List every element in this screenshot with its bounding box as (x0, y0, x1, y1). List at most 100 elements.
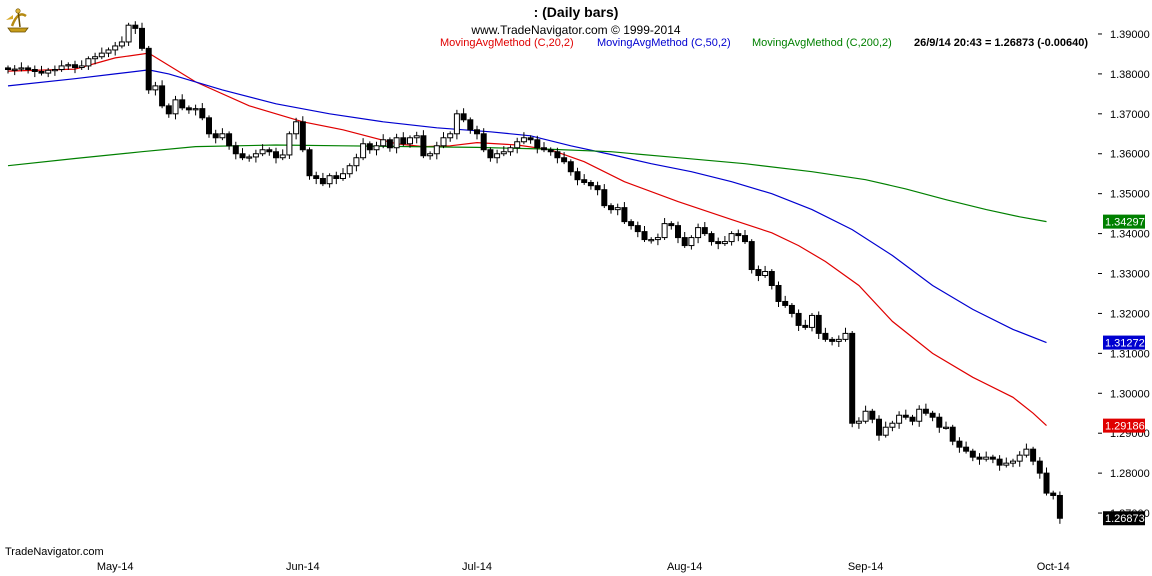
candle (45, 67, 52, 78)
candle (145, 45, 152, 94)
candle (983, 451, 990, 462)
candle (795, 309, 802, 332)
candle (989, 454, 996, 464)
candle (896, 411, 903, 429)
ma-value-flag-1: 1.31272 (1103, 335, 1145, 350)
candle (92, 52, 99, 65)
y-tick-label: 1.39000 (1110, 29, 1150, 41)
y-tick-label: 1.38000 (1110, 69, 1150, 81)
y-tick-label: 1.32000 (1110, 308, 1150, 320)
candle (112, 41, 119, 56)
candle (554, 147, 561, 164)
candle (286, 131, 293, 159)
candle (721, 235, 728, 246)
candle (688, 235, 695, 250)
candle (1010, 458, 1016, 468)
candle (386, 137, 393, 152)
legend-ma50: MovingAvgMethod (C,50,2) (597, 37, 731, 49)
candle (675, 221, 681, 244)
candle (313, 171, 320, 185)
candle (373, 141, 380, 156)
candle (1016, 451, 1023, 467)
svg-text:1.29186: 1.29186 (1105, 421, 1145, 433)
candle (467, 117, 474, 134)
ma-line-2 (7, 144, 1047, 223)
candle (239, 148, 246, 161)
candle (567, 159, 574, 176)
candle (460, 108, 467, 123)
candle (815, 311, 822, 339)
candle (922, 403, 929, 416)
legend-ma200: MovingAvgMethod (C,200,2) (752, 37, 892, 49)
candle (547, 147, 554, 156)
ma-line-0 (7, 52, 1047, 427)
candle (427, 151, 434, 160)
x-tick-label: May-14 (97, 561, 134, 573)
ma-value-flag-0: 1.29186 (1103, 418, 1145, 433)
candle (862, 405, 869, 424)
candle (494, 149, 501, 164)
candle (541, 142, 547, 153)
candle (527, 135, 534, 144)
candle (976, 453, 983, 465)
y-tick-label: 1.34000 (1110, 229, 1150, 241)
candle (480, 128, 487, 153)
candle (507, 145, 514, 156)
candle (574, 167, 581, 186)
candle (31, 65, 38, 78)
x-tick-label: Jul-14 (462, 561, 492, 573)
ma-line-1 (7, 69, 1047, 344)
plot-area (5, 21, 1063, 524)
candle (125, 22, 132, 46)
legend-ma20: MovingAvgMethod (C,20,2) (440, 37, 574, 49)
candle (708, 231, 715, 246)
candle (232, 141, 239, 160)
candle (520, 132, 527, 145)
svg-text:1.31272: 1.31272 (1105, 338, 1145, 350)
candle (561, 152, 568, 165)
candle (72, 60, 78, 74)
candle (634, 221, 641, 238)
candle (882, 421, 889, 438)
candle (98, 47, 105, 60)
candle (266, 147, 273, 156)
candle (226, 131, 233, 150)
candle (159, 80, 166, 109)
y-axis: 1.39000 1.38000 1.37000 1.36000 1.35000 1.340… (1098, 29, 1150, 526)
copyright-text: www.TradeNavigator.com © 1999-2014 (470, 23, 680, 37)
candle (293, 117, 300, 140)
candle (755, 265, 762, 282)
candle (407, 135, 413, 148)
brand-footer: TradeNavigator.com (5, 546, 104, 558)
x-tick-label: Sep-14 (848, 561, 883, 573)
candle (829, 336, 836, 346)
candle (420, 130, 427, 159)
candle (433, 141, 440, 160)
candle (902, 409, 909, 420)
candle (78, 60, 85, 70)
chart-title: : (Daily bars) (534, 4, 619, 20)
candle (949, 424, 956, 446)
candle (306, 147, 313, 180)
candle (802, 319, 809, 330)
candle (654, 233, 661, 246)
last-price-flag: 1.26873 (1103, 511, 1145, 526)
candle (58, 60, 65, 72)
candle (695, 223, 702, 244)
candle (1050, 490, 1057, 500)
candle (440, 132, 447, 149)
y-tick-label: 1.36000 (1110, 149, 1150, 161)
candle (118, 36, 125, 49)
candle (199, 103, 206, 121)
candle (581, 174, 588, 185)
candle (768, 269, 775, 290)
y-tick-label: 1.35000 (1110, 189, 1150, 201)
candle (701, 222, 708, 236)
candle (969, 448, 976, 462)
candle (534, 135, 541, 154)
candle (782, 295, 789, 308)
candle (51, 65, 58, 76)
y-tick-label: 1.37000 (1110, 109, 1150, 121)
candle (273, 147, 279, 164)
